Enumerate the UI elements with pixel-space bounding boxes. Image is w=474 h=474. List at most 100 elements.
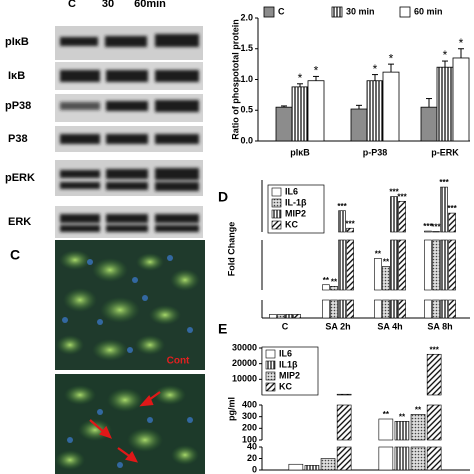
bar — [390, 299, 398, 319]
y-tick-label: 0.0 — [240, 135, 253, 145]
bar — [432, 239, 440, 291]
bar — [426, 446, 442, 471]
bar — [277, 314, 285, 319]
bar — [293, 314, 301, 319]
legend-label: KC — [279, 381, 292, 391]
y-tick-label: 20 — [247, 453, 257, 463]
significance: * — [298, 71, 303, 85]
y-tick-label: 200 — [242, 423, 257, 433]
bar — [390, 239, 398, 291]
y-axis-label: pg/ml — [226, 397, 236, 421]
y-tick-label: 0.5 — [240, 105, 253, 115]
x-tick-label: SA 2h — [325, 321, 350, 331]
significance: * — [459, 36, 464, 50]
bar — [346, 239, 354, 291]
arrows — [89, 391, 161, 463]
significance: *** — [337, 202, 347, 211]
significance: *** — [447, 204, 457, 213]
x-tick-label: pIκB — [290, 147, 310, 157]
bar — [390, 196, 398, 233]
blot-panel: C 30 60min pIκB IκB pP38 P38 pERK ERK — [5, 0, 203, 238]
legend-swatch — [271, 198, 282, 208]
significance: *** — [423, 222, 433, 231]
x-tick-label: p-P38 — [363, 147, 388, 157]
significance: * — [389, 51, 394, 65]
legend-swatch — [265, 360, 276, 370]
bar — [440, 186, 448, 233]
microscopy-panel: C Cont — [10, 240, 205, 474]
significance: *** — [439, 178, 449, 187]
legend-label: IL-1β — [285, 197, 307, 207]
bar — [410, 446, 426, 471]
legend-label: IL1β — [279, 359, 298, 369]
significance: *** — [389, 188, 399, 197]
legend-label: 30 min — [346, 6, 375, 16]
blot-header: 30 — [102, 0, 114, 10]
bar — [346, 299, 354, 319]
legend-swatch — [271, 209, 282, 219]
x-tick-label: SA 4h — [377, 321, 402, 331]
legend-swatch — [265, 371, 276, 381]
panel-label: E — [218, 321, 227, 337]
bar — [330, 299, 338, 319]
bar — [432, 299, 440, 319]
blot-label: ERK — [8, 216, 31, 228]
legend-swatch — [265, 349, 276, 359]
bar — [424, 239, 432, 291]
blot-label: pP38 — [5, 100, 31, 112]
bar — [432, 231, 440, 233]
bar — [322, 284, 330, 291]
bar — [275, 106, 293, 142]
significance: ** — [383, 410, 390, 419]
bar — [382, 299, 390, 319]
significance: ** — [375, 250, 382, 259]
bar — [436, 66, 454, 142]
significance: *** — [345, 219, 355, 228]
significance: * — [373, 62, 378, 76]
x-tick-label: C — [282, 321, 289, 331]
bar — [304, 465, 320, 471]
significance: ** — [399, 412, 406, 421]
nuclei — [62, 255, 193, 468]
bar — [374, 299, 382, 319]
bar — [448, 212, 456, 233]
legend-label: 60 min — [414, 6, 443, 16]
y-tick-label: 1.5 — [240, 43, 253, 53]
legend-label: MIP2 — [285, 208, 306, 218]
bar — [285, 314, 293, 319]
bar — [336, 446, 352, 471]
legend-label: KC — [285, 219, 298, 229]
significance: ** — [383, 257, 390, 266]
bar — [440, 299, 448, 319]
bar — [420, 106, 438, 142]
bar — [338, 299, 346, 319]
bar — [338, 210, 346, 233]
bar — [374, 258, 382, 291]
blot-strips — [55, 26, 203, 238]
legend-label: C — [278, 6, 285, 16]
y-tick-label: 0 — [252, 464, 257, 474]
blot-bands — [60, 34, 199, 232]
bar — [424, 230, 432, 233]
blot-header: 60min — [134, 0, 166, 10]
bar — [346, 227, 354, 233]
bar — [330, 286, 338, 291]
bar — [382, 266, 390, 291]
y-tick-label: 10000 — [232, 374, 257, 384]
significance: * — [314, 64, 319, 78]
y-tick-label: 30000 — [232, 342, 257, 352]
bar — [394, 421, 410, 441]
y-tick-label: 1.0 — [240, 74, 253, 84]
blot-header: C — [68, 0, 76, 10]
legend-swatch — [265, 382, 276, 392]
bar — [440, 239, 448, 291]
legend-swatch — [399, 6, 411, 18]
y-tick-label: 300 — [242, 411, 257, 421]
bar — [410, 414, 426, 441]
bar — [336, 404, 352, 441]
legend-swatch — [263, 6, 275, 18]
bar — [338, 239, 346, 291]
bar — [366, 80, 384, 142]
bar — [322, 299, 330, 319]
